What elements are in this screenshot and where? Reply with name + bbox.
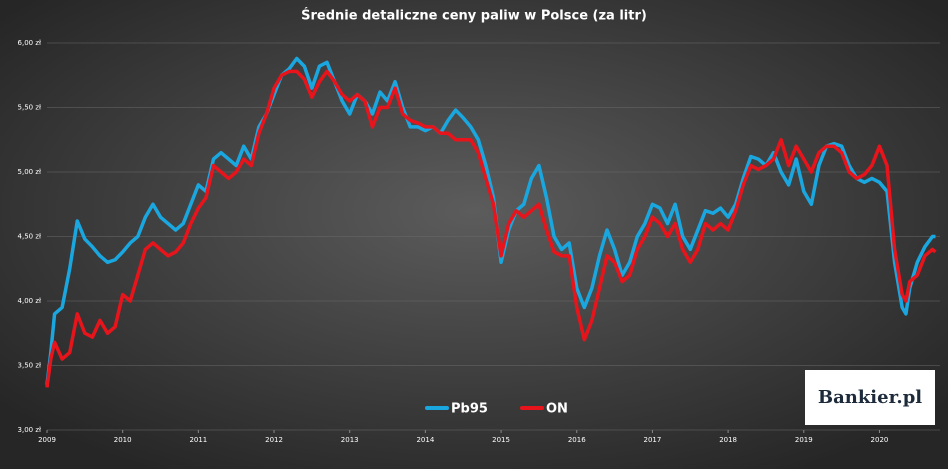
watermark-box [805, 370, 935, 425]
legend-label: ON [546, 402, 568, 417]
series-line [45, 69, 937, 388]
x-tick-label: 2013 [341, 436, 359, 444]
x-tick-label: 2015 [492, 436, 510, 444]
x-tick-label: 2009 [38, 436, 56, 444]
y-tick-label: 3,00 zł [18, 426, 41, 434]
y-tick-label: 3,50 zł [18, 362, 41, 370]
x-tick-label: 2018 [719, 436, 737, 444]
x-tick-label: 2014 [416, 436, 434, 444]
x-tick-label: 2017 [644, 436, 662, 444]
y-tick-label: 4,00 zł [18, 297, 41, 305]
y-tick-label: 5,00 zł [18, 168, 41, 176]
x-tick-label: 2019 [795, 436, 813, 444]
chart-title: Średnie detaliczne ceny paliw w Polsce (… [301, 8, 647, 24]
y-tick-label: 5,50 zł [18, 104, 41, 112]
legend-label: Pb95 [451, 402, 488, 417]
series-line [45, 56, 936, 386]
x-tick-label: 2011 [189, 436, 207, 444]
x-tick-label: 2016 [568, 436, 586, 444]
x-tick-label: 2020 [871, 436, 889, 444]
watermark: Bankier.pl [818, 387, 922, 408]
x-tick-label: 2012 [265, 436, 283, 444]
y-tick-label: 4,50 zł [18, 233, 41, 241]
x-tick-label: 2010 [114, 436, 132, 444]
y-tick-label: 6,00 zł [18, 39, 41, 47]
